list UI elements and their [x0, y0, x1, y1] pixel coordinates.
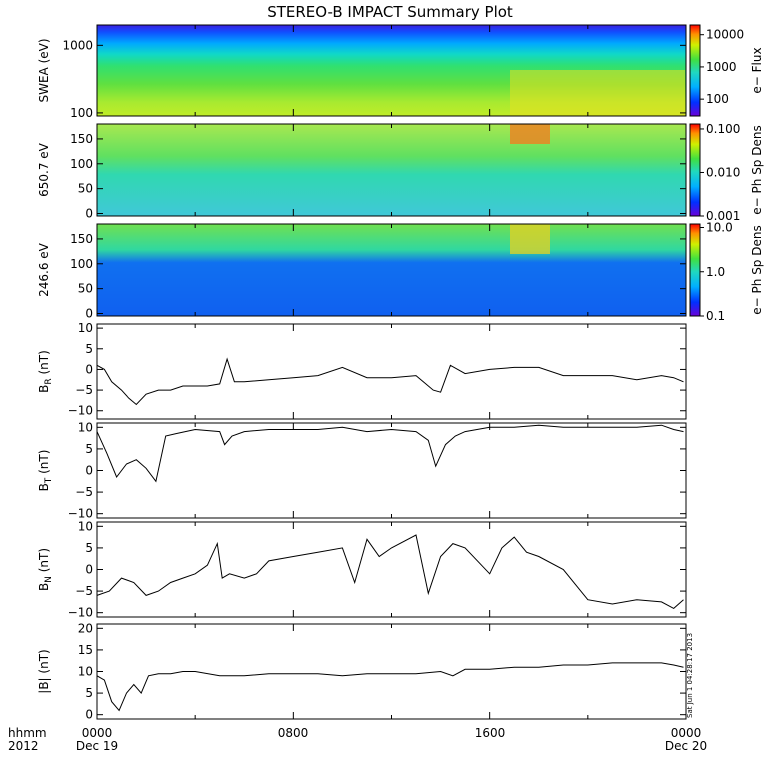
panel-bmag: 0 5 10 15 20 |B| (nT) [37, 621, 687, 722]
colorbar-pad-650-scale [689, 123, 701, 217]
colorbar-label: e− Ph Sp Dens [750, 225, 764, 314]
panel-frame [96, 521, 687, 618]
x-year-label: 2012 [8, 739, 39, 753]
pad-246-hot-region [510, 224, 550, 254]
colorbar-label: e− Flux [750, 47, 764, 93]
y-tick-label: 1000 [62, 38, 93, 52]
series-line-br [96, 357, 684, 406]
y-tick-label: 5 [85, 686, 93, 700]
colorbar-tick-label: 0.001 [706, 209, 740, 223]
colorbar-tick-label: 0.010 [706, 165, 740, 179]
x-date-label: Dec 20 [665, 739, 707, 753]
colorbar-pad-246-scale [689, 223, 701, 317]
y-axis-label: SWEA (eV) [37, 38, 51, 102]
colorbar-tick-label: 0.1 [706, 309, 725, 323]
colorbar-pad-246 [689, 223, 701, 317]
y-axis-label: BT (nT) [37, 450, 54, 492]
pad-246-spectrogram [97, 224, 686, 316]
colorbar-label: e− Ph Sp Dens [750, 125, 764, 214]
colorbar-swea [689, 24, 701, 117]
x-date-label: Dec 19 [76, 739, 118, 753]
pad-650-panel [96, 123, 687, 217]
y-tick-label: 5 [85, 342, 93, 356]
y-tick-label: 15 [78, 643, 93, 657]
y-tick-label: 100 [70, 106, 93, 120]
y-tick-label: 0 [85, 464, 93, 478]
y-tick-label: −5 [75, 383, 93, 397]
panel-swea-spectrogram: 100 1000 SWEA (eV) 100 1000 10000 e− Flux [37, 25, 764, 120]
colorbar-tick-label: 10.0 [706, 221, 733, 235]
y-tick-label: 0 [85, 307, 93, 321]
y-tick-label: 10 [78, 665, 93, 679]
series-line-bt [96, 424, 684, 483]
time-axis: 0000 0800 1600 0000 Dec 19 Dec 20 hhmm 2… [8, 726, 707, 753]
y-tick-label: 0 [85, 207, 93, 221]
y-tick-label: −10 [68, 404, 93, 418]
x-tick-label: 0000 [671, 726, 702, 740]
colorbar-tick-label: 10000 [706, 28, 744, 42]
y-tick-label: 50 [78, 282, 93, 296]
colorbar-pad-650 [689, 123, 701, 217]
pad-650-hot-region [510, 124, 550, 144]
chart-title: STEREO-B IMPACT Summary Plot [267, 3, 513, 21]
panel-pad-650: 0 50 100 150 650.7 eV 0.001 0.010 0.100 e− Ph Sp… [37, 122, 764, 223]
colorbar-swea-scale [689, 24, 701, 117]
y-axis-label: 246.6 eV [37, 242, 51, 297]
x-tick-label: 0000 [82, 726, 113, 740]
y-tick-label: −10 [68, 507, 93, 521]
x-tick-label: 1600 [475, 726, 506, 740]
panel-frame [96, 323, 687, 420]
y-tick-label: −5 [75, 485, 93, 499]
y-tick-label: 150 [70, 132, 93, 146]
y-tick-label: 10 [78, 420, 93, 434]
y-axis-label: |B| (nT) [37, 649, 51, 693]
y-tick-label: 20 [78, 621, 93, 635]
series-line-bmag [96, 662, 684, 712]
x-tick-label: 0800 [278, 726, 309, 740]
y-tick-label: 0 [85, 362, 93, 376]
y-axis-label: BN (nT) [37, 548, 54, 591]
colorbar-tick-label: 0.100 [706, 122, 740, 136]
y-tick-label: 5 [85, 442, 93, 456]
y-axis-label: BR (nT) [37, 350, 54, 393]
timestamp: Sat Jun 1 04:28:17 2013 [686, 633, 694, 718]
series-line-bn [96, 534, 684, 610]
y-axis-label: 650.7 eV [37, 142, 51, 197]
y-tick-label: 150 [70, 232, 93, 246]
panel-bn: −10 −5 0 5 10 BN (nT) [37, 519, 687, 620]
y-tick-label: 10 [78, 321, 93, 335]
colorbar-tick-label: 1000 [706, 60, 737, 74]
panel-bt: −10 −5 0 5 10 BT (nT) [37, 420, 687, 521]
y-tick-label: 5 [85, 541, 93, 555]
y-tick-label: −5 [75, 584, 93, 598]
x-format-label: hhmm [8, 726, 47, 740]
swea-enhancement-region [510, 70, 685, 116]
y-tick-label: 100 [70, 157, 93, 171]
pad-650-spectrogram [97, 124, 686, 216]
y-tick-label: 50 [78, 182, 93, 196]
colorbar-tick-label: 100 [706, 92, 729, 106]
panel-br: −10 −5 0 5 10 BR (nT) [37, 321, 687, 420]
colorbar-tick-label: 1.0 [706, 265, 725, 279]
y-tick-label: 100 [70, 257, 93, 271]
y-tick-label: 10 [78, 519, 93, 533]
panel-frame [96, 422, 687, 519]
y-tick-label: 0 [85, 708, 93, 722]
panel-pad-246: 0 50 100 150 246.6 eV 0.1 1.0 10.0 e− Ph Sp Dens [37, 221, 764, 323]
swea-panel [96, 24, 687, 117]
y-tick-label: −10 [68, 606, 93, 620]
y-tick-label: 0 [85, 563, 93, 577]
pad-246-panel [96, 223, 687, 317]
